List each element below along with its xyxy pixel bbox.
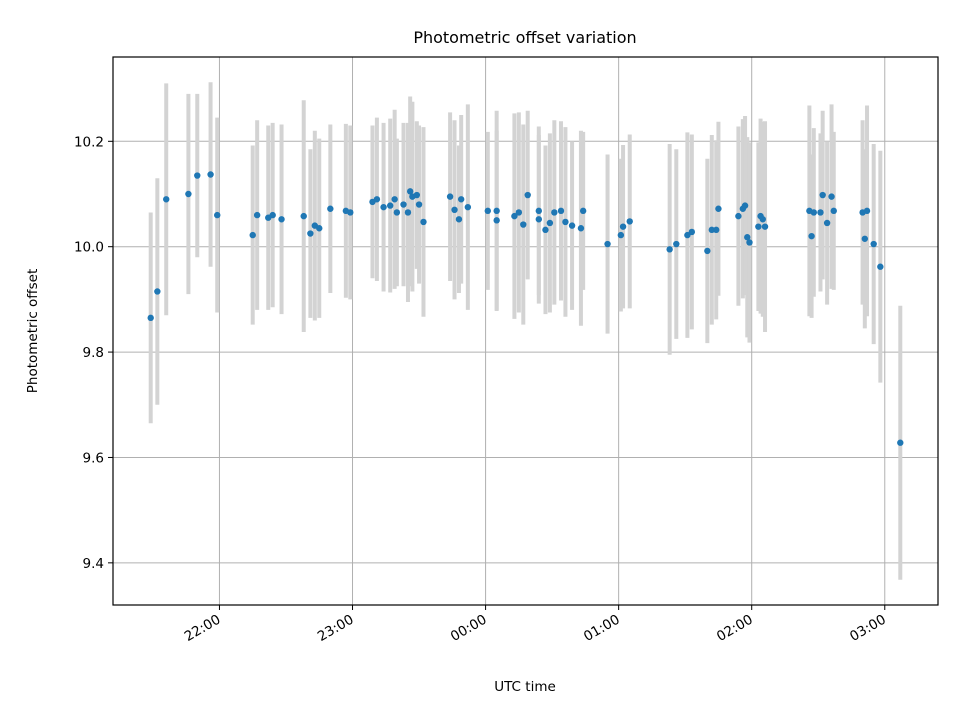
data-point [863, 207, 871, 215]
data-point [861, 235, 869, 242]
data-point [451, 206, 458, 214]
data-point [761, 223, 769, 230]
data-point [163, 196, 170, 203]
data-point [493, 207, 500, 215]
data-point [535, 207, 543, 215]
data-point [619, 223, 627, 230]
data-point [713, 226, 720, 234]
data-point [557, 207, 565, 215]
data-points [147, 171, 904, 446]
data-point [877, 263, 884, 270]
data-point [404, 209, 412, 216]
data-point [817, 209, 824, 216]
data-point [400, 201, 407, 208]
data-point [746, 239, 753, 246]
data-point [307, 230, 314, 237]
data-point [666, 246, 673, 253]
data-point [828, 193, 835, 200]
data-point [808, 232, 815, 240]
data-point [546, 219, 554, 227]
data-point [185, 190, 192, 198]
data-point [684, 231, 691, 239]
y-tick-label: 9.8 [83, 345, 104, 361]
data-point [269, 211, 276, 219]
data-point [415, 201, 423, 208]
data-point [446, 193, 454, 200]
data-point [406, 188, 414, 195]
data-point [579, 207, 587, 215]
data-point [810, 209, 818, 216]
data-point [420, 218, 427, 226]
data-point [535, 216, 543, 223]
data-point [316, 225, 323, 232]
data-point [300, 212, 307, 220]
data-point [347, 209, 354, 216]
data-point [755, 223, 762, 230]
data-point [759, 216, 766, 223]
data-point [464, 203, 472, 211]
data-point [515, 209, 523, 216]
y-tick-label: 10.0 [74, 240, 104, 256]
data-point [327, 205, 334, 212]
data-point [207, 171, 214, 178]
data-point [830, 207, 837, 215]
data-point [154, 288, 161, 295]
data-point [897, 439, 904, 446]
data-point [673, 240, 680, 248]
y-tick-label: 10.2 [74, 134, 104, 150]
data-point [626, 218, 633, 225]
data-point [823, 219, 831, 227]
data-point [870, 240, 877, 248]
data-point [562, 218, 569, 226]
y-tick-label: 9.6 [83, 450, 104, 466]
data-point [568, 222, 576, 229]
data-point [511, 212, 518, 220]
data-point [715, 205, 722, 212]
data-point [147, 314, 154, 322]
data-point [373, 196, 381, 203]
chart-title: Photometric offset variation [413, 28, 636, 47]
data-point [617, 231, 625, 239]
x-axis-label: UTC time [494, 679, 556, 695]
data-point [391, 196, 398, 203]
data-point [704, 247, 711, 255]
data-point [455, 216, 463, 223]
data-point [253, 211, 261, 219]
y-tick-label: 9.4 [83, 556, 104, 572]
plot-frame [112, 56, 939, 606]
data-point [524, 191, 531, 199]
data-point [393, 209, 401, 216]
data-point [387, 202, 394, 209]
data-point [744, 234, 751, 241]
data-point [457, 196, 465, 203]
data-point [484, 207, 491, 215]
data-point [493, 217, 500, 224]
y-axis-label: Photometric offset [25, 269, 41, 393]
data-point [380, 203, 387, 211]
data-point [278, 216, 285, 223]
data-point [577, 225, 585, 232]
data-point [741, 202, 749, 209]
data-point [604, 240, 611, 248]
data-point [551, 209, 558, 216]
data-point [194, 172, 201, 179]
data-point [214, 211, 221, 219]
data-point [249, 231, 256, 239]
data-point [819, 191, 826, 199]
data-point [542, 226, 549, 234]
data-point [735, 212, 742, 220]
data-point [520, 221, 527, 228]
data-point [688, 228, 696, 236]
data-point [708, 226, 715, 234]
grid [113, 57, 938, 605]
data-point [413, 191, 421, 199]
